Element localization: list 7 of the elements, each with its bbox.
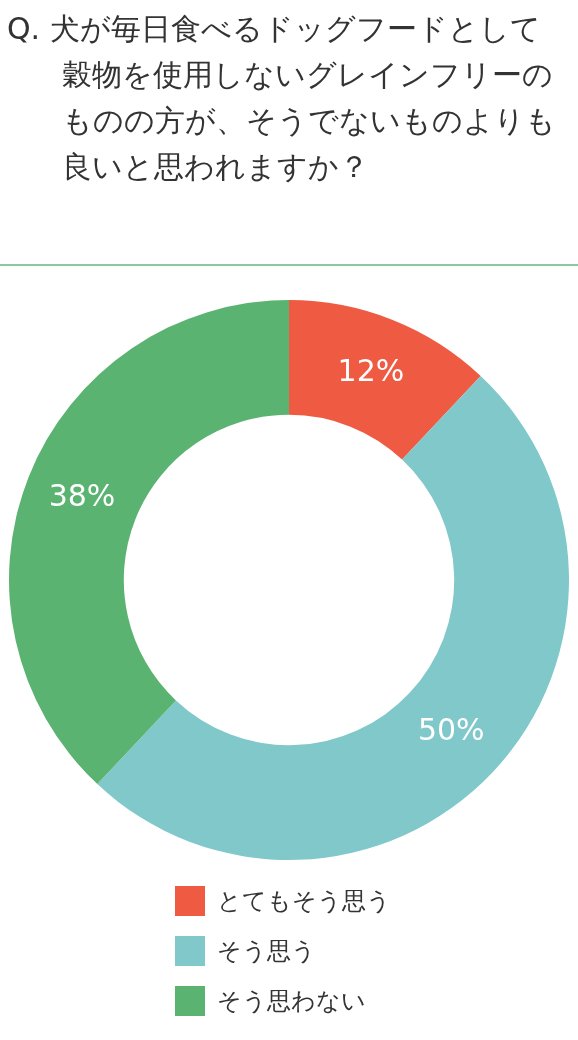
data-label: 12% xyxy=(337,352,405,388)
legend-label: そう思う xyxy=(217,936,316,966)
legend-label: そう思わない xyxy=(217,986,366,1016)
chart-title: Q. 犬が毎日食べるドッグフードとして穀物を使用しないグレインフリーのものの方が、そうでないものよりも良いと思われますか？ xyxy=(0,0,578,266)
data-label: 50% xyxy=(417,712,485,748)
legend-label: とてもそう思う xyxy=(217,886,391,916)
data-label: 38% xyxy=(48,477,116,513)
